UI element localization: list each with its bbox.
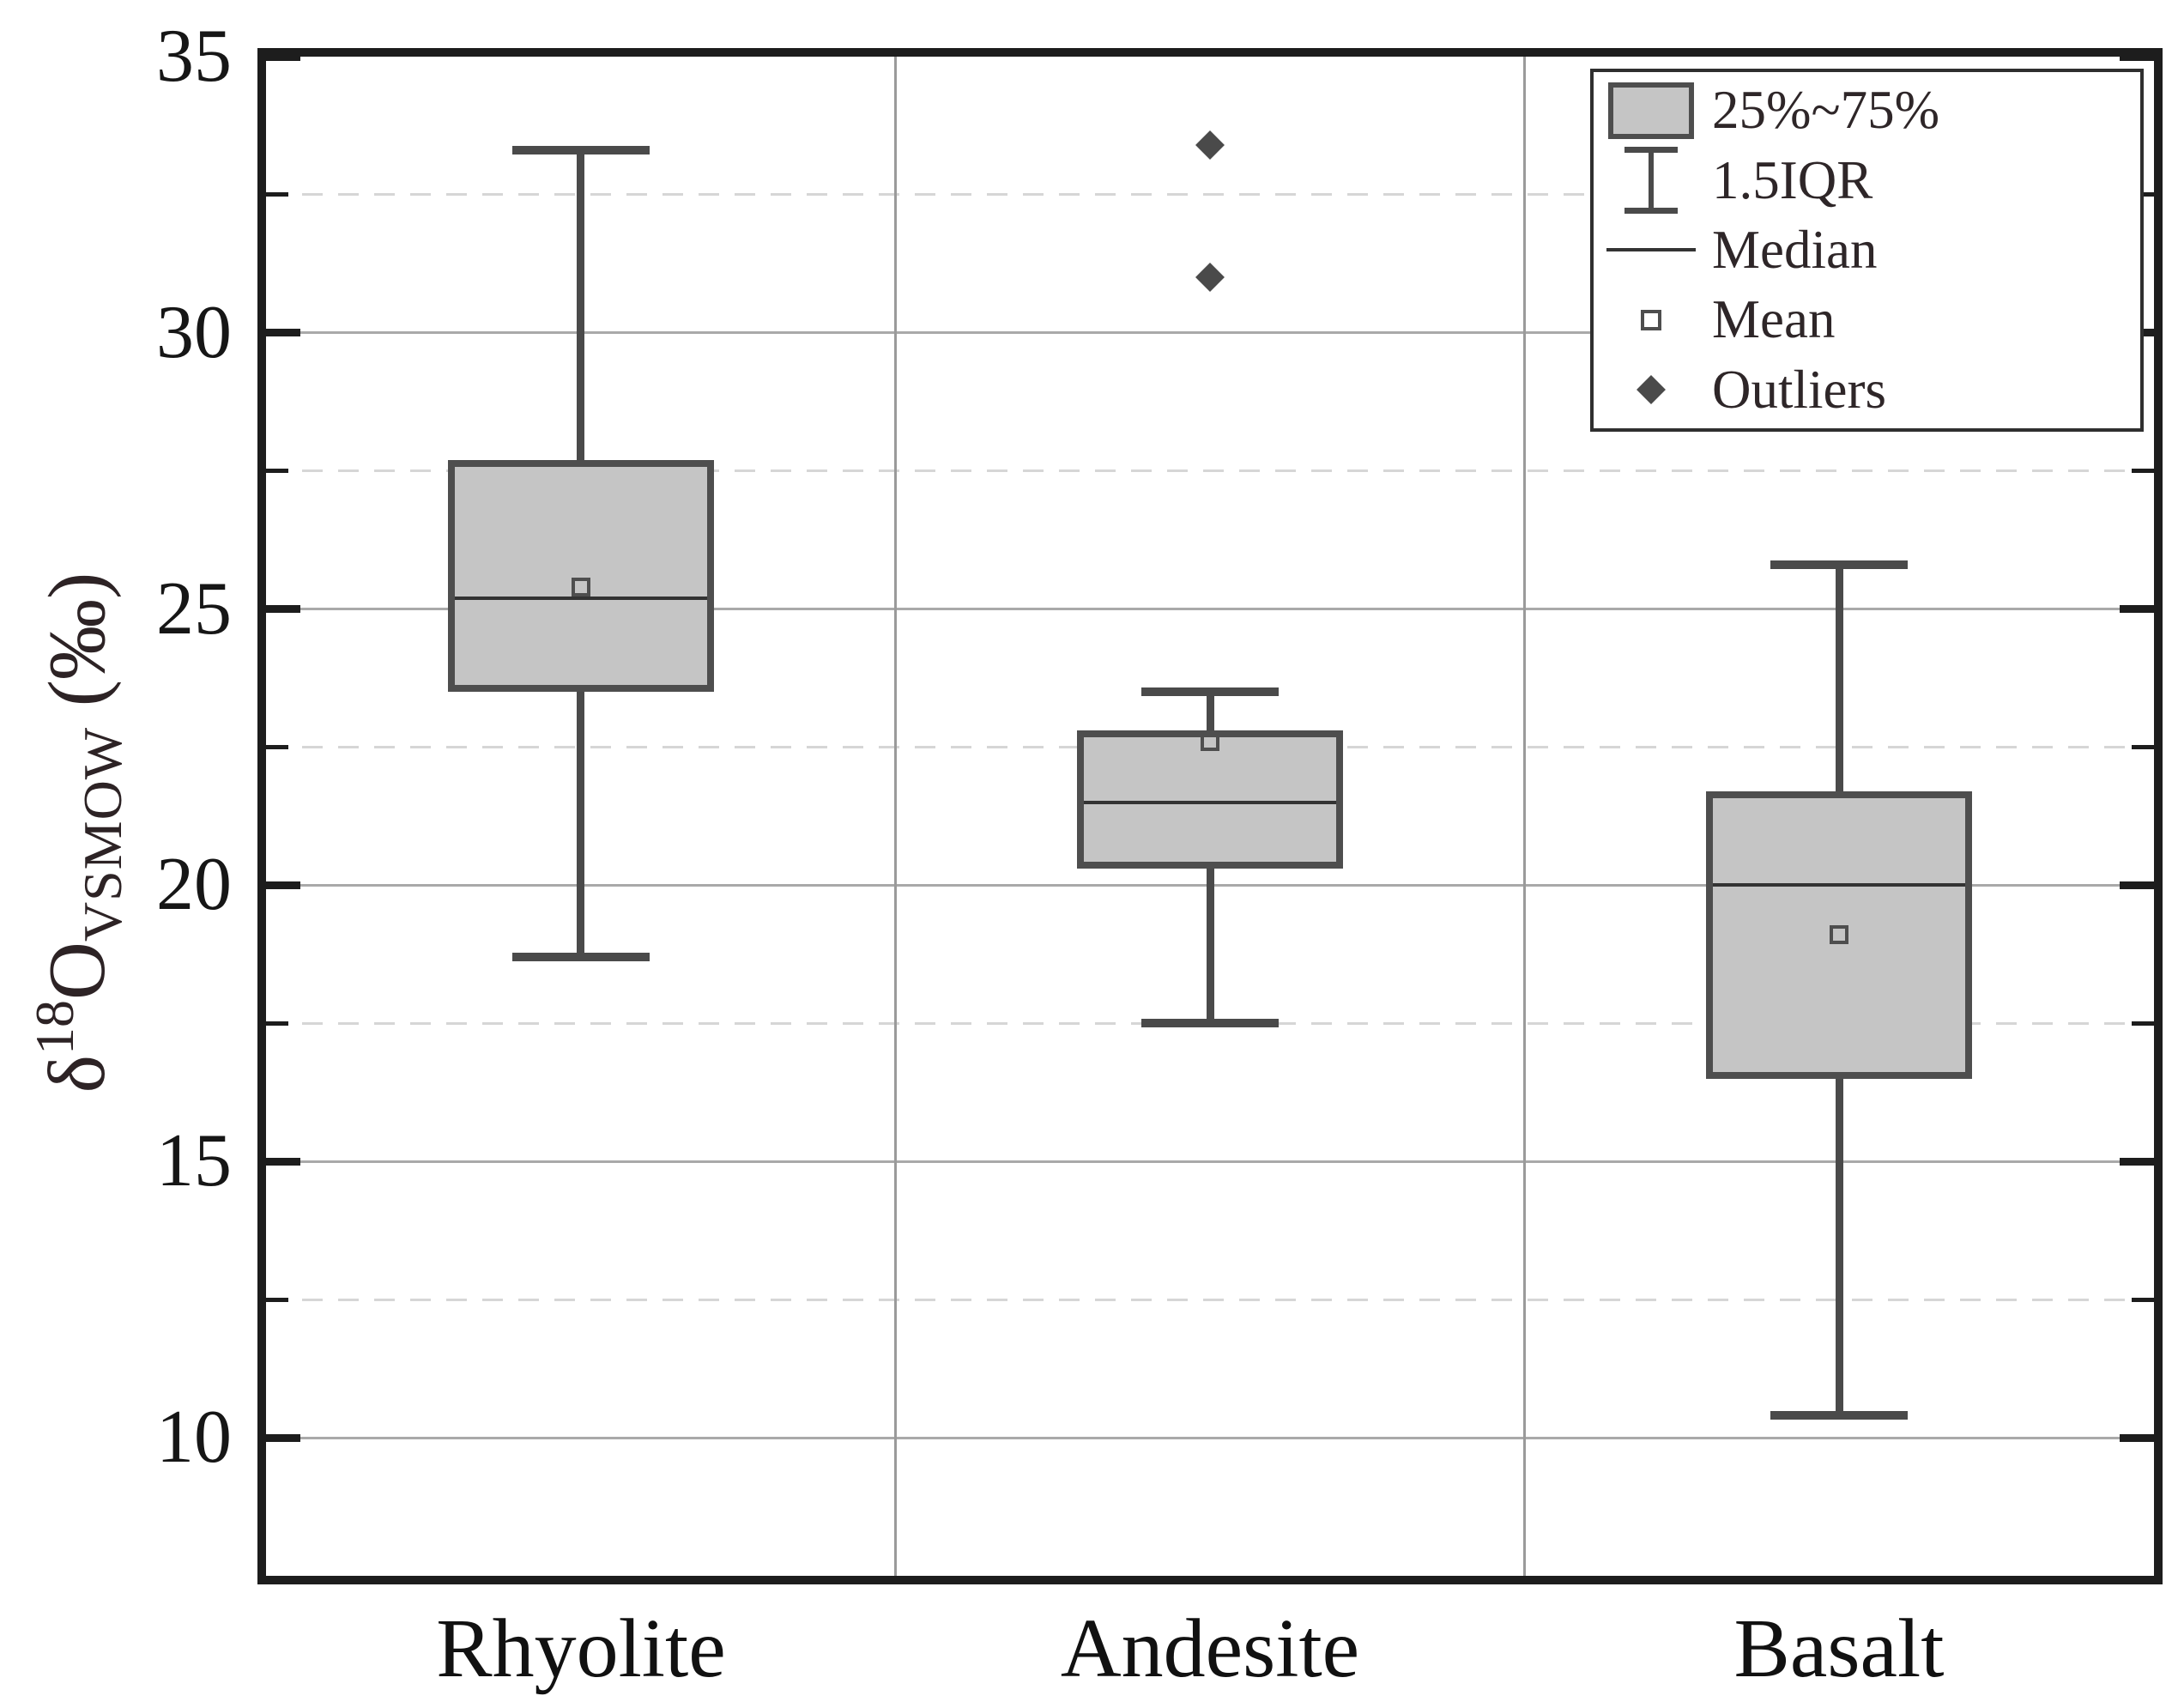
mean-marker-andesite <box>1201 732 1219 752</box>
x-category-label-rhyolite: Rhyolite <box>436 1602 726 1695</box>
median-line-rhyolite <box>454 596 707 600</box>
y-major-tick <box>266 329 300 337</box>
legend-row-median: Median <box>1599 217 2140 282</box>
legend-outlier-diamond-icon <box>1599 375 1703 405</box>
outlier-point-andesite <box>1195 130 1225 160</box>
median-line-basalt <box>1713 883 1966 887</box>
legend-row-outliers: Outliers <box>1599 357 2140 422</box>
legend-whisker-icon <box>1599 147 1703 215</box>
median-line-andesite <box>1084 800 1336 804</box>
whisker-cap-low-andesite <box>1141 1019 1279 1028</box>
whisker-cap-high-andesite <box>1141 687 1279 697</box>
y-major-tick <box>266 1433 300 1442</box>
legend: 25%~75% 1.5IQR Median Mean Outliers <box>1590 69 2144 432</box>
iqr-box-rhyolite <box>447 459 714 693</box>
y-major-tick <box>266 605 300 614</box>
legend-row-whisker: 1.5IQR <box>1599 147 2140 215</box>
legend-label-iqr: 1.5IQR <box>1712 149 1873 210</box>
mean-marker-basalt <box>1830 925 1849 945</box>
gridline-major <box>266 608 2154 611</box>
x-category-label-basalt: Basalt <box>1733 1602 1945 1695</box>
y-tick-label: 20 <box>156 843 232 927</box>
y-major-tick-right <box>2120 605 2154 614</box>
gridline-minor <box>266 193 2154 197</box>
legend-label-25-75: 25%~75% <box>1712 80 1940 141</box>
gridline-major <box>266 331 2154 335</box>
category-separator <box>1523 57 1527 1576</box>
y-tick-label: 10 <box>156 1396 232 1480</box>
y-minor-tick-right <box>2132 745 2154 750</box>
gridline-minor <box>266 469 2154 473</box>
y-tick-label: 15 <box>156 1119 232 1203</box>
y-minor-tick <box>266 1021 288 1026</box>
y-minor-tick-right <box>2132 1297 2154 1302</box>
category-separator <box>893 57 897 1576</box>
mean-marker-rhyolite <box>571 577 590 597</box>
outlier-point-andesite <box>1195 263 1225 293</box>
x-category-label-andesite: Andesite <box>1060 1602 1360 1695</box>
y-axis-title-delta: δ <box>33 1055 122 1093</box>
gridline-minor <box>266 1298 2154 1301</box>
y-major-tick <box>266 52 300 61</box>
iqr-box-andesite <box>1077 730 1343 869</box>
whisker-cap-high-rhyolite <box>511 146 650 155</box>
whisker-cap-high-basalt <box>1770 560 1909 570</box>
y-major-tick <box>266 1157 300 1166</box>
y-minor-tick <box>266 745 288 750</box>
legend-box-swatch-icon <box>1599 82 1703 139</box>
y-major-tick-right <box>2120 52 2154 61</box>
whisker-cap-low-rhyolite <box>511 953 650 962</box>
whisker-cap-low-basalt <box>1770 1411 1909 1420</box>
y-axis-title-element: O <box>33 942 122 1001</box>
plot-area: 25%~75% 1.5IQR Median Mean Outliers <box>257 48 2163 1584</box>
legend-label-mean: Mean <box>1712 289 1836 350</box>
y-tick-label: 35 <box>156 15 232 98</box>
y-minor-tick <box>266 469 288 474</box>
y-major-tick-right <box>2120 881 2154 889</box>
legend-row-iqr-box: 25%~75% <box>1599 78 2140 143</box>
legend-median-line-icon <box>1599 248 1703 252</box>
legend-mean-square-icon <box>1599 309 1703 330</box>
y-tick-label: 25 <box>156 566 232 651</box>
y-major-tick <box>266 881 300 889</box>
y-minor-tick-right <box>2132 1021 2154 1026</box>
y-minor-tick-right <box>2132 469 2154 474</box>
legend-row-mean: Mean <box>1599 288 2140 353</box>
y-minor-tick <box>266 1297 288 1302</box>
y-axis-title-isotope-superscript: 18 <box>24 1000 85 1056</box>
y-axis-title: δ18OVSMOW (‰) <box>21 270 133 1395</box>
iqr-box-basalt <box>1706 791 1973 1079</box>
legend-label-outliers: Outliers <box>1712 359 1886 420</box>
y-major-tick-right <box>2120 1433 2154 1442</box>
gridline-major <box>266 1160 2154 1163</box>
y-tick-label: 30 <box>156 290 232 374</box>
y-major-tick-right <box>2120 1157 2154 1166</box>
gridline-major <box>266 1436 2154 1439</box>
legend-label-median: Median <box>1712 219 1878 280</box>
y-minor-tick <box>266 192 288 197</box>
